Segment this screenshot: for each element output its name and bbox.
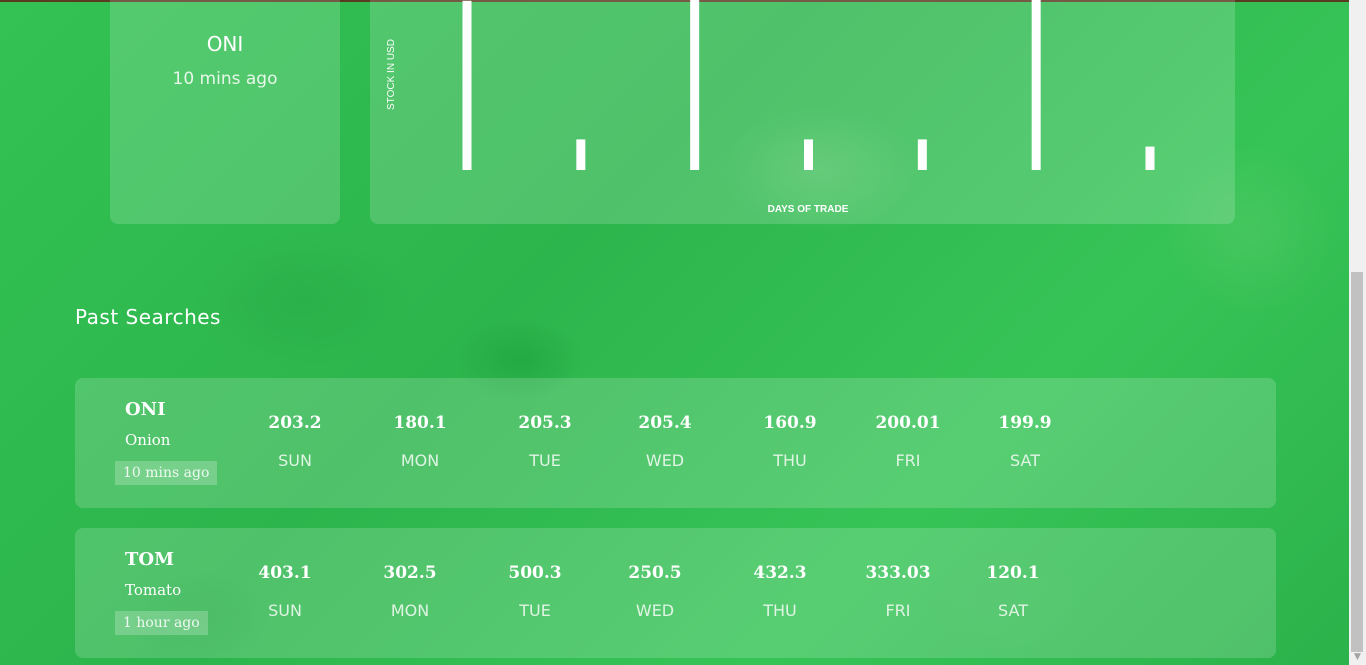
day-label: MON (390, 601, 430, 620)
day-value: 333.03 (865, 563, 931, 583)
day-stat-tue: 205.3 TUE (500, 413, 590, 470)
day-value: 432.3 (753, 563, 807, 583)
scroll-down-arrow-icon[interactable]: ▼ (1354, 652, 1361, 662)
day-stat-sat: 120.1 SAT (968, 563, 1058, 620)
day-value: 250.5 (628, 563, 682, 583)
day-value: 403.1 (258, 563, 312, 583)
updated-time: 10 mins ago (172, 69, 278, 89)
day-label: SUN (278, 451, 312, 470)
day-value: 120.1 (986, 563, 1040, 583)
day-label: SAT (998, 601, 1028, 620)
commodity-code: ONI (125, 399, 166, 420)
day-value: 205.4 (638, 413, 692, 433)
chart-bar (1031, 0, 1041, 170)
day-label: WED (645, 451, 685, 470)
day-value: 180.1 (393, 413, 447, 433)
x-axis-label: DAYS OF TRADE (768, 204, 849, 215)
chart-bar (576, 139, 586, 170)
day-stat-sat: 199.9 SAT (980, 413, 1070, 470)
scrollbar-thumb[interactable] (1351, 272, 1363, 652)
day-label: SAT (1010, 451, 1040, 470)
window-top-border (0, 0, 1366, 2)
commodity-code: TOM (125, 549, 174, 570)
day-stat-mon: 180.1 MON (375, 413, 465, 470)
y-axis-label: STOCK IN USD (386, 39, 397, 110)
day-label: FRI (895, 451, 921, 470)
day-stat-fri: 200.01 FRI (863, 413, 953, 470)
day-stat-tue: 500.3 TUE (490, 563, 580, 620)
commodity-symbol: ONI (206, 32, 244, 56)
commodity-name: Tomato (125, 581, 182, 599)
day-label: TUE (519, 601, 551, 620)
stock-bar-chart: STOCK IN USD DAYS OF TRADE (386, 0, 1155, 215)
day-value: 199.9 (998, 413, 1052, 433)
search-time-badge: 1 hour ago (115, 611, 208, 635)
day-label: MON (400, 451, 440, 470)
chart-bar (804, 139, 813, 170)
day-label: TUE (529, 451, 561, 470)
day-value: 205.3 (518, 413, 572, 433)
day-stat-sun: 203.2 SUN (250, 413, 340, 470)
day-label: WED (635, 601, 675, 620)
chart-bar (917, 139, 927, 170)
commodity-summary-card[interactable]: ONI 10 mins ago (110, 0, 340, 224)
day-value: 200.01 (875, 413, 941, 433)
day-stat-wed: 250.5 WED (610, 563, 700, 620)
day-value: 500.3 (508, 563, 562, 583)
past-searches-title: Past Searches (75, 305, 221, 329)
search-time-badge: 10 mins ago (115, 461, 218, 485)
commodity-name: Onion (125, 431, 171, 449)
day-stat-thu: 432.3 THU (735, 563, 825, 620)
past-search-row[interactable]: ONI Onion 10 mins ago 203.2 SUN 180.1 MO… (75, 378, 1276, 508)
day-label: FRI (885, 601, 911, 620)
day-stat-thu: 160.9 THU (745, 413, 835, 470)
day-label: THU (763, 601, 797, 620)
day-value: 302.5 (383, 563, 437, 583)
day-value: 203.2 (268, 413, 322, 433)
day-stat-wed: 205.4 WED (620, 413, 710, 470)
day-stat-sun: 403.1 SUN (240, 563, 330, 620)
chart-bar (1145, 146, 1155, 170)
day-label: SUN (268, 601, 302, 620)
day-value: 160.9 (763, 413, 817, 433)
chart-bar (462, 0, 472, 170)
day-stat-mon: 302.5 MON (365, 563, 455, 620)
past-search-row[interactable]: TOM Tomato 1 hour ago 403.1 SUN 302.5 MO… (75, 528, 1276, 658)
chart-bar (690, 0, 700, 170)
day-label: THU (773, 451, 807, 470)
day-stat-fri: 333.03 FRI (853, 563, 943, 620)
stock-chart-panel: STOCK IN USD DAYS OF TRADE (370, 0, 1235, 224)
